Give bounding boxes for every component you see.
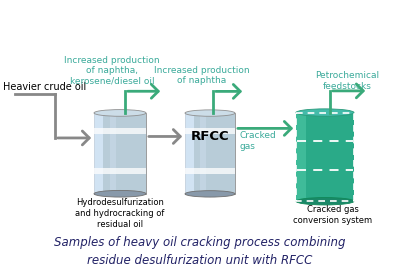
Ellipse shape	[296, 109, 354, 116]
Text: Cracked
gas: Cracked gas	[240, 131, 277, 151]
Ellipse shape	[185, 191, 235, 197]
Text: Heavier crude oil: Heavier crude oil	[3, 82, 86, 92]
Text: Cracked gas
conversion system: Cracked gas conversion system	[294, 205, 372, 225]
Ellipse shape	[94, 190, 146, 197]
Bar	[185, 168, 235, 174]
Bar	[94, 168, 146, 174]
Text: Petrochemical
feedstocks: Petrochemical feedstocks	[315, 72, 379, 91]
Text: RFCC: RFCC	[191, 130, 229, 143]
Bar	[110, 113, 116, 194]
Ellipse shape	[94, 110, 146, 116]
Bar	[296, 113, 306, 201]
Ellipse shape	[296, 198, 354, 205]
Bar	[94, 128, 146, 134]
Bar	[94, 113, 146, 194]
Bar	[185, 128, 235, 134]
Bar	[185, 113, 235, 194]
Ellipse shape	[185, 110, 235, 116]
Text: Hydrodesulfurization
and hydrocracking of
residual oil: Hydrodesulfurization and hydrocracking o…	[75, 198, 165, 229]
Bar	[94, 113, 103, 194]
Text: Increased production
of naphtha,
kerosene/diesel oil: Increased production of naphtha, kerosen…	[64, 56, 160, 85]
Text: Samples of heavy oil cracking process combining
residue desulfurization unit wit: Samples of heavy oil cracking process co…	[54, 236, 346, 267]
Bar	[296, 113, 354, 201]
Bar	[296, 113, 354, 201]
Bar	[185, 113, 194, 194]
Text: Increased production
of naphtha: Increased production of naphtha	[154, 66, 250, 86]
Bar	[200, 113, 206, 194]
